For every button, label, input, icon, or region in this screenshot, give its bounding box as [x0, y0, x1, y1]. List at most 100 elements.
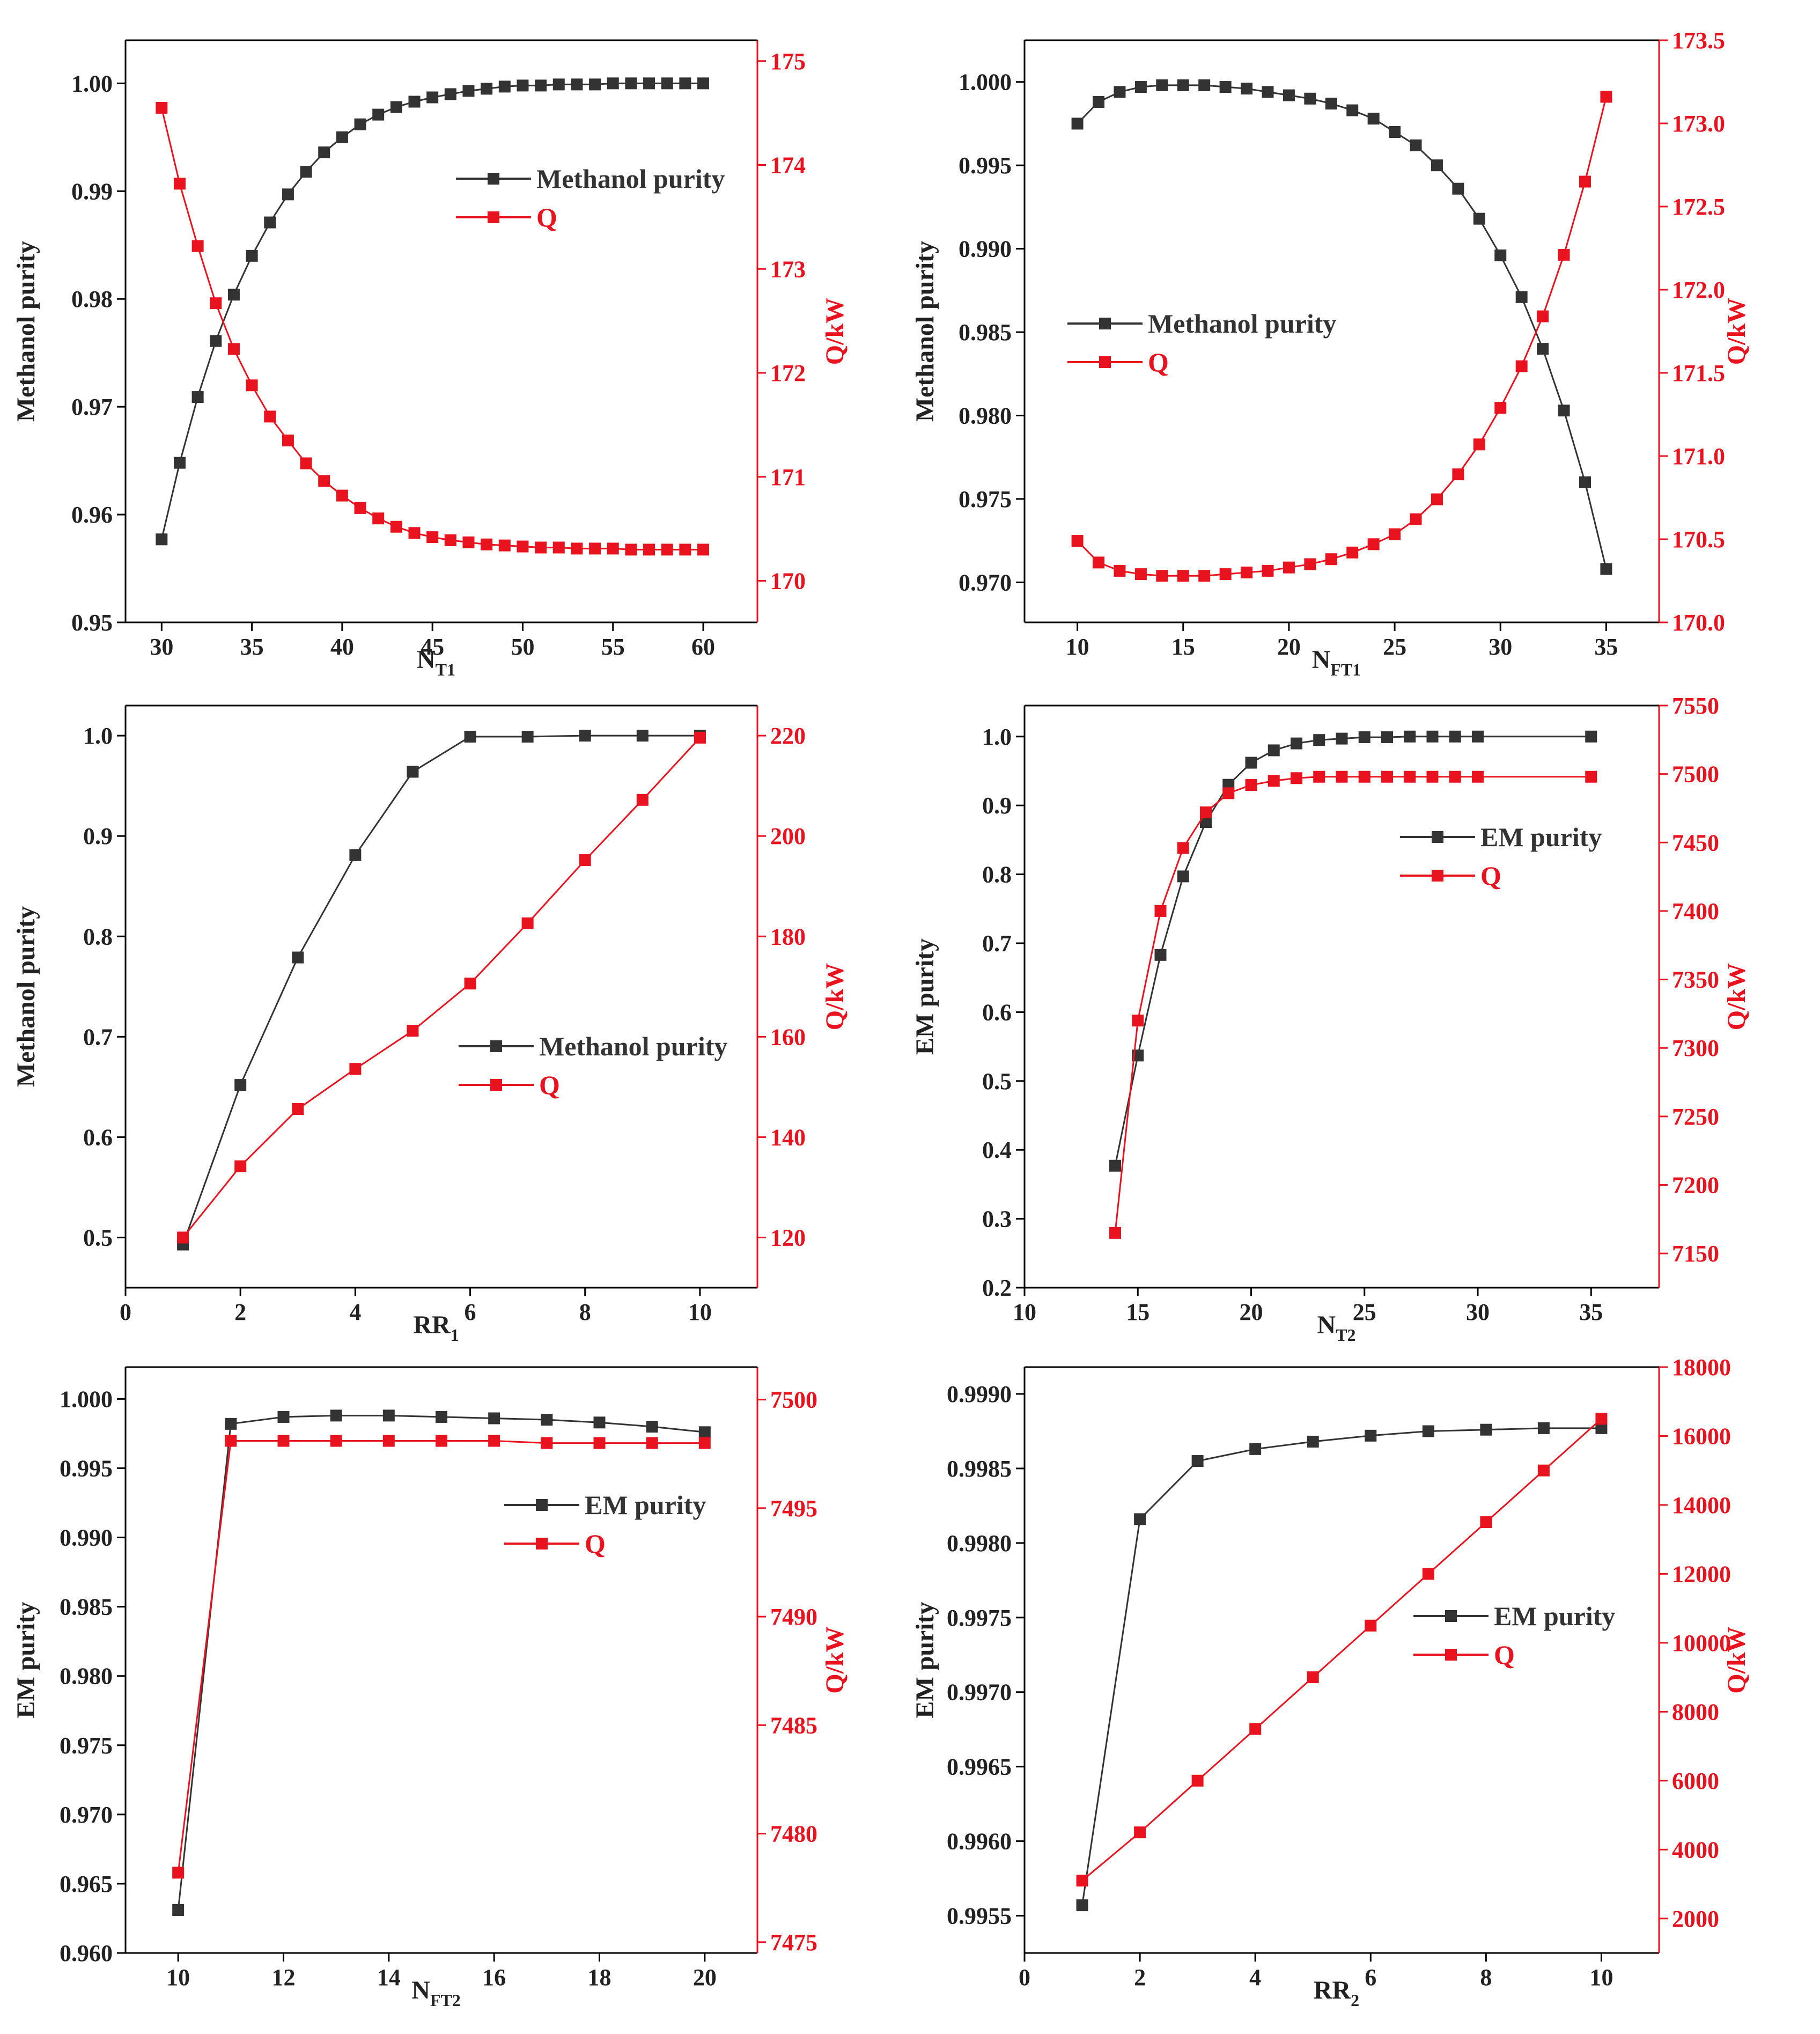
legend-marker — [488, 173, 499, 185]
data-point-q — [579, 854, 591, 867]
data-point-q — [1389, 528, 1401, 540]
data-point-q — [1291, 772, 1302, 784]
x-tick-label: 35 — [1579, 1299, 1603, 1325]
data-point-q — [156, 101, 168, 114]
data-point-q — [227, 343, 240, 355]
y-tick-label: 0.9985 — [947, 1456, 1012, 1482]
chart-panel-4: 10 15 20 25 30 35 0.2 0.3 0.4 0.5 0.6 0.7 0.8 0.9 1.0 7… — [911, 693, 1751, 1345]
y-right-tick-label: 7485 — [770, 1712, 817, 1738]
y-right-tick-label: 4000 — [1672, 1837, 1719, 1863]
y-right-tick-label: 7550 — [1672, 693, 1719, 719]
data-point-purity — [1268, 744, 1280, 757]
data-point-q — [336, 489, 348, 502]
chart-panel-6: 0 2 4 6 8 10 0.9955 0.9960 0.9965 0.9970 0.9975 0.9… — [911, 1354, 1751, 2010]
data-point-purity — [318, 146, 330, 158]
data-point-purity — [1093, 96, 1105, 108]
y-tick-label: 0.3 — [982, 1206, 1012, 1232]
y-tick-label: 0.9975 — [947, 1605, 1012, 1631]
y-right-tick-label: 6000 — [1672, 1768, 1719, 1794]
data-point-q — [407, 1025, 419, 1037]
data-point-q — [1304, 558, 1316, 570]
data-point-purity — [1156, 79, 1168, 91]
data-point-q — [646, 1437, 658, 1449]
data-point-q — [172, 1867, 185, 1879]
data-point-q — [698, 1437, 711, 1449]
y-right-tick-label: 200 — [770, 823, 806, 849]
data-point-q — [354, 502, 366, 514]
data-point-purity — [1595, 1422, 1608, 1434]
data-point-q — [1426, 770, 1439, 783]
data-point-purity — [636, 730, 649, 742]
data-point-purity — [1198, 79, 1211, 91]
data-point-q — [1076, 1875, 1088, 1887]
y-tick-label: 0.4 — [982, 1137, 1012, 1163]
data-point-purity — [1585, 730, 1597, 743]
series-line-q — [182, 737, 701, 1238]
data-point-purity — [1191, 1455, 1204, 1467]
data-point-purity — [372, 108, 385, 121]
data-point-purity — [1367, 113, 1380, 125]
y-right-tick-label: 172 — [770, 360, 806, 386]
data-point-q — [498, 539, 511, 552]
data-point-purity — [191, 391, 204, 403]
legend-marker — [1432, 831, 1443, 843]
y-right-tick-label: 7500 — [770, 1387, 817, 1413]
data-point-q — [372, 512, 385, 525]
legend-marker — [1432, 870, 1443, 882]
x-tick-label: 16 — [482, 1964, 506, 1991]
x-tick-label: 4 — [1249, 1964, 1261, 1991]
legend: EM purity Q — [1400, 822, 1602, 891]
y-tick-label: 0.970 — [60, 1802, 113, 1828]
data-point-q — [481, 538, 493, 550]
y-axis-label: Methanol purity — [12, 241, 40, 422]
legend-label: Methanol purity — [539, 1031, 727, 1061]
data-point-purity — [488, 1412, 500, 1424]
y-tick-label: 0.965 — [60, 1871, 113, 1897]
y-tick-label: 1.0 — [83, 723, 113, 749]
data-point-purity — [1346, 104, 1359, 116]
x-tick-label: 20 — [1240, 1299, 1263, 1325]
x-tick-label: 45 — [421, 634, 444, 660]
data-point-q — [1114, 564, 1126, 577]
data-point-purity — [330, 1409, 342, 1422]
data-point-purity — [173, 457, 186, 469]
legend-label: Methanol purity — [1148, 309, 1336, 339]
y-tick-label: 0.9965 — [947, 1754, 1012, 1780]
data-point-q — [1249, 1723, 1262, 1735]
y-tick-label: 1.000 — [959, 69, 1012, 96]
data-point-purity — [246, 249, 258, 262]
data-point-purity — [679, 77, 691, 90]
y-axis-label: EM purity — [12, 1602, 40, 1718]
data-point-q — [1200, 806, 1212, 819]
data-point-purity — [436, 1411, 447, 1423]
legend-label: Q — [1480, 861, 1501, 891]
y-right-tick-label: 7495 — [770, 1495, 817, 1522]
y-tick-label: 0.97 — [71, 394, 113, 420]
y-right-tick-label: 7490 — [770, 1604, 817, 1630]
data-point-q — [1109, 1227, 1121, 1239]
y-right-axis-label: Q/kW — [1722, 963, 1751, 1030]
data-point-q — [464, 978, 476, 990]
legend-marker — [1445, 1649, 1457, 1661]
x-tick-label: 50 — [511, 634, 534, 660]
data-point-purity — [1336, 732, 1348, 745]
x-tick-label: 30 — [1489, 634, 1512, 660]
legend: EM purity Q — [1413, 1601, 1615, 1670]
y-right-tick-label: 160 — [770, 1024, 806, 1050]
y-right-tick-label: 7350 — [1672, 967, 1719, 993]
legend-marker — [536, 1499, 548, 1511]
data-point-q — [517, 540, 529, 553]
legend-label: Q — [539, 1070, 560, 1100]
data-point-purity — [1177, 79, 1189, 91]
data-point-purity — [1515, 291, 1528, 303]
y-tick-label: 0.960 — [60, 1940, 113, 1966]
data-point-q — [1191, 1774, 1204, 1787]
series-line-q — [1081, 1418, 1602, 1882]
data-point-purity — [1134, 1513, 1146, 1525]
data-point-purity — [210, 335, 222, 347]
y-tick-label: 0.990 — [959, 236, 1012, 262]
data-point-purity — [589, 78, 601, 91]
y-tick-label: 0.980 — [959, 402, 1012, 429]
data-point-purity — [408, 96, 421, 108]
data-point-purity — [464, 730, 476, 743]
